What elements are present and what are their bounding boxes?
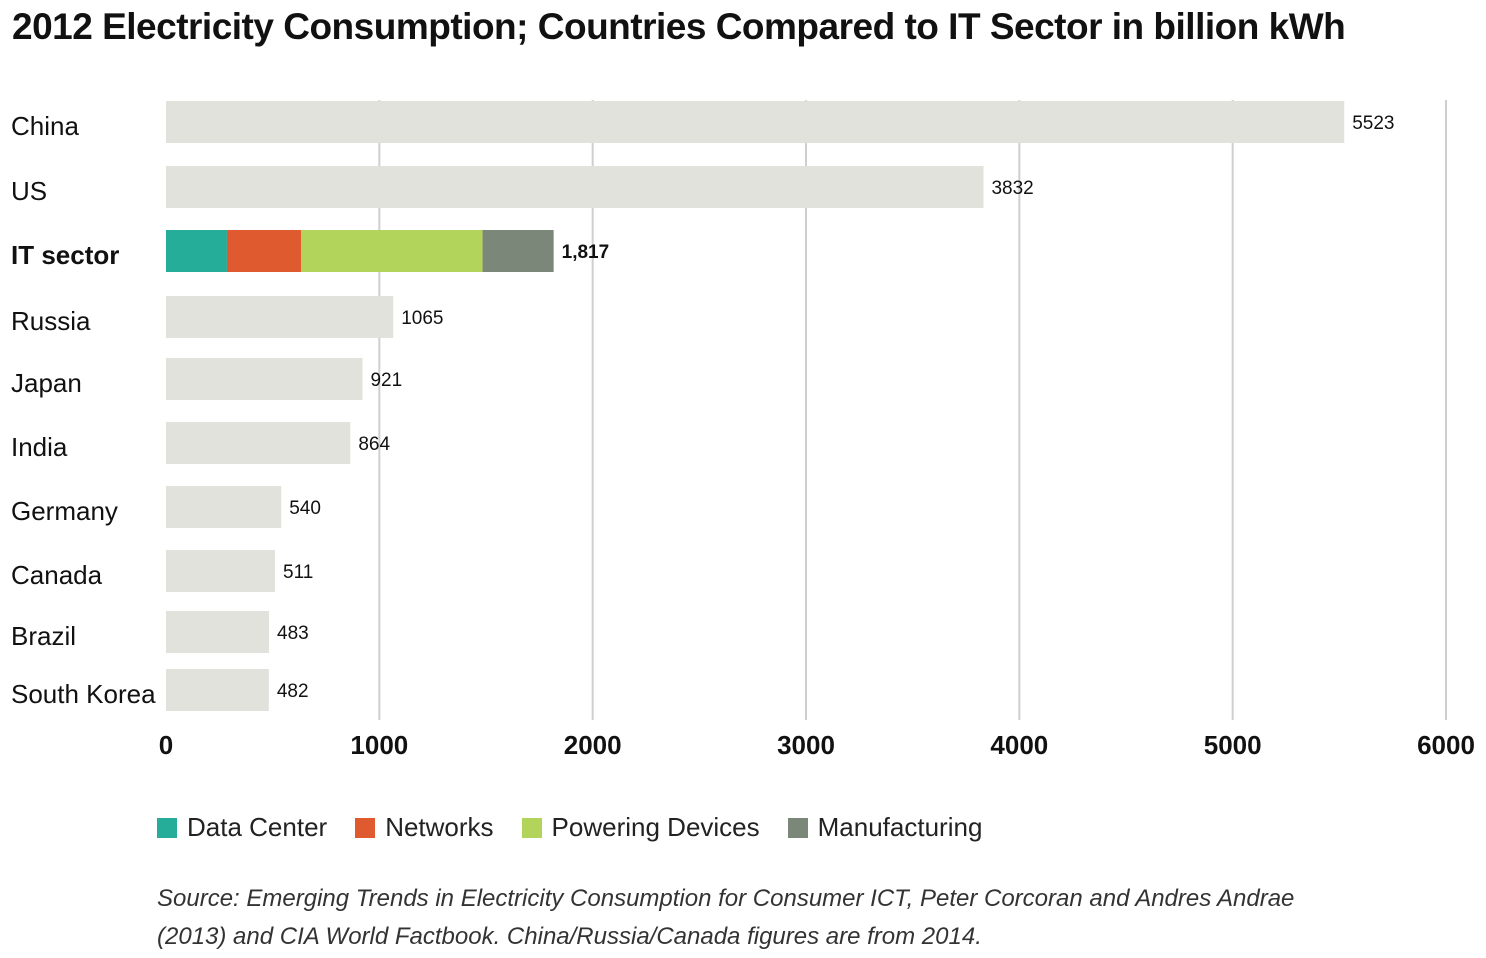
bar-germany — [166, 486, 282, 528]
category-label-russia: Russia — [11, 306, 91, 336]
legend-swatch-data-center — [157, 817, 177, 838]
x-tick-0: 0 — [159, 730, 173, 760]
bar-canada — [166, 550, 276, 592]
bar-us — [166, 166, 984, 208]
value-label-china: 5523 — [1352, 113, 1394, 134]
bar-segment-networks — [226, 230, 301, 272]
x-tick-labels: 0 1000 2000 3000 4000 5000 6000 — [159, 730, 1475, 760]
category-label-it-sector: IT sector — [11, 240, 119, 270]
category-label-us: US — [11, 176, 47, 206]
value-label-it-sector: 1,817 — [562, 242, 610, 263]
bar-brazil — [166, 611, 270, 653]
bar-south-korea — [166, 669, 269, 711]
bar-russia — [166, 296, 394, 338]
bar-china — [166, 101, 1345, 143]
value-label-russia: 1065 — [401, 308, 443, 329]
value-labels: 5523 3832 1,817 1065 921 864 540 511 483 482 — [277, 113, 1395, 702]
category-label-brazil: Brazil — [11, 621, 76, 651]
bar-segment-data-center — [166, 230, 227, 272]
value-label-south-korea: 482 — [277, 681, 309, 702]
legend-item-networks: Networks — [355, 812, 494, 843]
category-label-germany: Germany — [11, 496, 118, 526]
category-label-japan: Japan — [11, 368, 82, 398]
category-labels: China US IT sector Russia Japan India Germany C… — [11, 111, 156, 709]
legend-swatch-powering-devices — [521, 817, 542, 838]
x-tick-6000: 6000 — [1417, 730, 1475, 760]
source-note: Source: Emerging Trends in Electricity C… — [157, 885, 1295, 950]
value-label-japan: 921 — [370, 370, 402, 391]
bars — [166, 101, 1345, 711]
bar-segment-powering-devices — [300, 230, 483, 272]
category-label-canada: Canada — [11, 560, 103, 590]
bar-india — [166, 422, 351, 464]
legend-item-data-center: Data Center — [157, 812, 327, 843]
value-label-us: 3832 — [991, 178, 1033, 199]
legend-label-powering-devices: Powering Devices — [551, 812, 760, 842]
legend-swatch-networks — [355, 817, 376, 838]
x-tick-4000: 4000 — [990, 730, 1048, 760]
category-label-south-korea: South Korea — [11, 679, 156, 709]
value-label-canada: 511 — [283, 562, 313, 583]
x-tick-2000: 2000 — [564, 730, 622, 760]
legend-label-data-center: Data Center — [187, 812, 328, 842]
bar-japan — [166, 358, 363, 400]
bar-chart: China US IT sector Russia Japan India Germany C… — [11, 100, 1475, 760]
legend-item-powering-devices: Powering Devices — [521, 812, 760, 843]
legend-item-manufacturing: Manufacturing — [787, 812, 983, 843]
x-tick-1000: 1000 — [350, 730, 408, 760]
value-label-india: 864 — [358, 434, 390, 455]
legend-swatch-manufacturing — [787, 817, 808, 838]
bar-segment-manufacturing — [482, 230, 554, 272]
x-tick-5000: 5000 — [1204, 730, 1262, 760]
category-label-china: China — [11, 111, 79, 141]
x-tick-3000: 3000 — [777, 730, 835, 760]
legend-label-networks: Networks — [385, 812, 494, 842]
legend: Data Center Networks Powering Devices Ma… — [157, 812, 1010, 843]
value-label-germany: 540 — [289, 498, 321, 519]
value-label-brazil: 483 — [277, 623, 309, 644]
category-label-india: India — [11, 432, 68, 462]
legend-label-manufacturing: Manufacturing — [817, 812, 983, 842]
chart-title: 2012 Electricity Consumption; Countries … — [12, 6, 1346, 47]
